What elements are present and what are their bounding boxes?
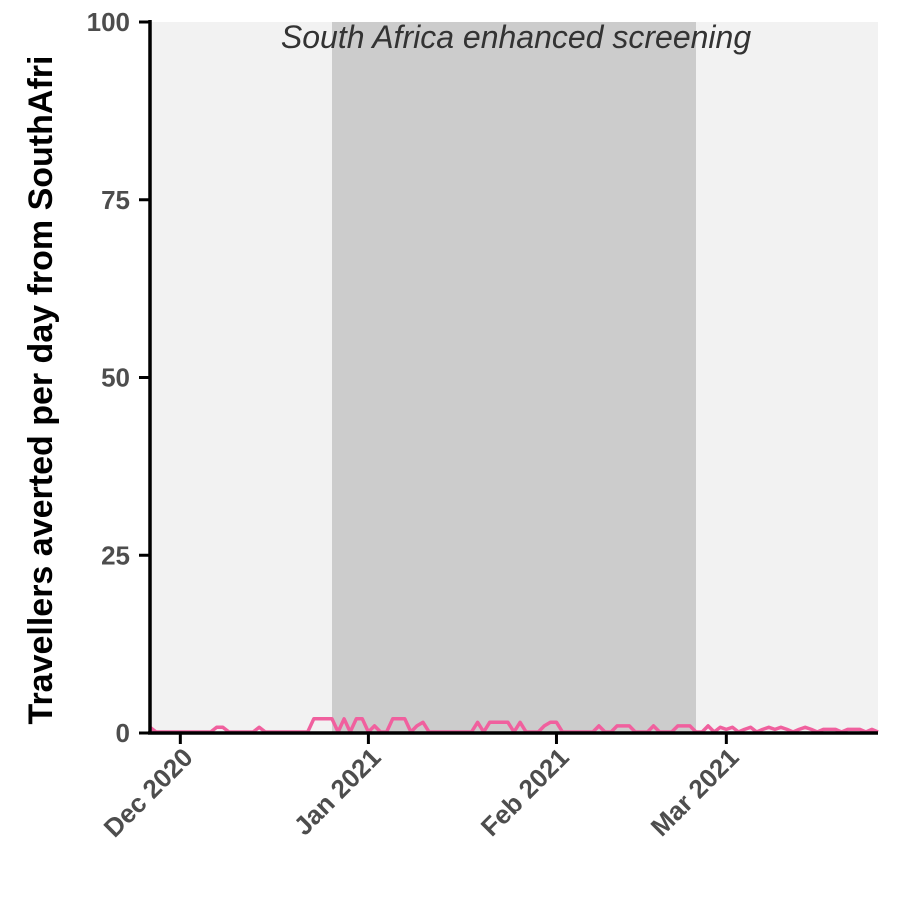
x-ticks: Dec 2020 Jan 2021 Feb 2021 Mar 2021 <box>98 733 745 843</box>
x-tick-label: Dec 2020 <box>98 742 199 843</box>
x-tick-label: Feb 2021 <box>475 742 575 842</box>
y-tick-label: 0 <box>116 718 130 748</box>
x-tick-label: Mar 2021 <box>645 742 745 842</box>
shaded-period-0 <box>150 22 332 733</box>
y-tick-label: 75 <box>101 185 130 215</box>
y-tick-label: 25 <box>101 540 130 570</box>
x-tick-label: Jan 2021 <box>288 742 387 841</box>
y-axis-label: Travellers averted per day from SouthAfr… <box>22 56 60 725</box>
y-tick-label: 100 <box>87 7 130 37</box>
shaded-periods <box>150 22 878 733</box>
shaded-period-1 <box>332 22 696 733</box>
screening-period-label: South Africa enhanced screening <box>281 19 751 55</box>
y-ticks: 0 25 50 75 100 <box>87 7 150 748</box>
shaded-period-2 <box>696 22 878 733</box>
y-tick-label: 50 <box>101 363 130 393</box>
